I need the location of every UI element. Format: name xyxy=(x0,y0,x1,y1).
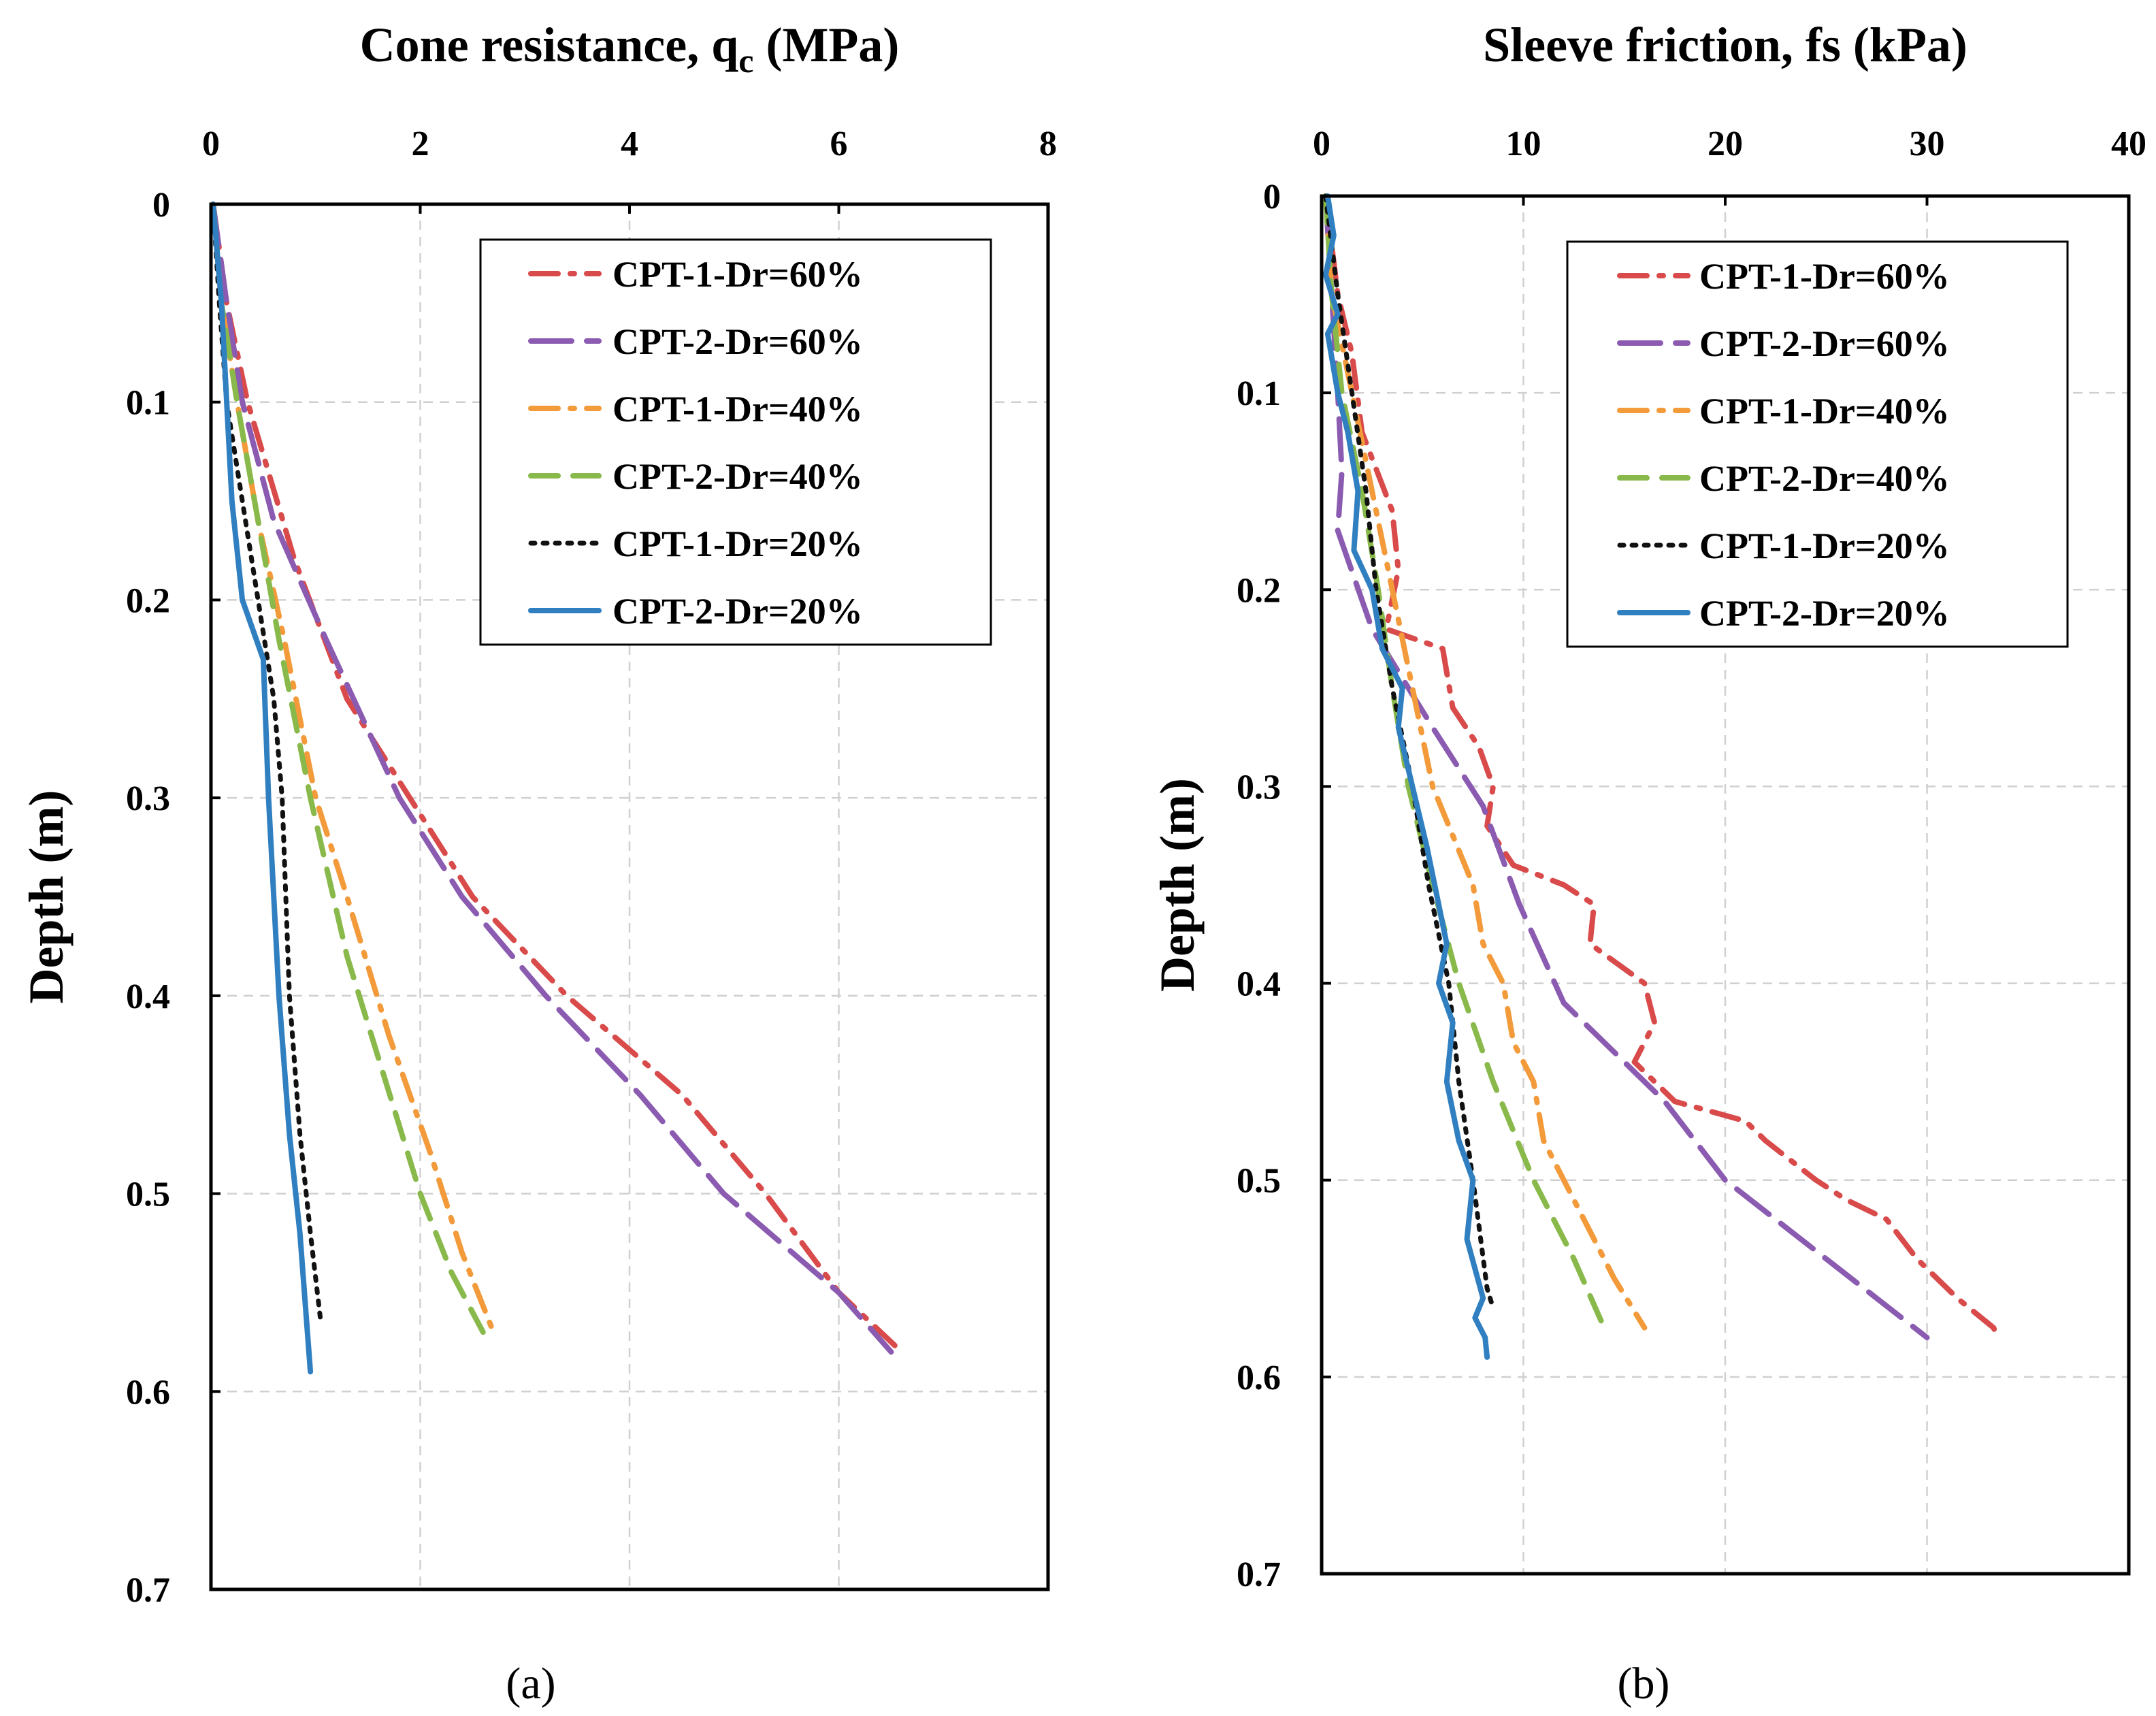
legend-label: CPT-2-Dr=20% xyxy=(612,591,863,632)
x-tick-label: 0 xyxy=(202,125,220,163)
series-line-CPT-2-Dr=40% xyxy=(1322,193,1607,1331)
y-axis-title: Depth (m) xyxy=(1150,778,1205,992)
x-axis-title: Cone resistance, qc (MPa) xyxy=(360,18,900,80)
x-tick-label: 10 xyxy=(1506,125,1541,163)
y-tick-label: 0.3 xyxy=(1237,768,1281,807)
legend: CPT-1-Dr=60% CPT-2-Dr=60% CPT-1-Dr=40% CPT-… xyxy=(1566,240,2069,648)
y-tick-label: 0 xyxy=(152,186,170,225)
legend-label: CPT-2-Dr=60% xyxy=(612,321,863,362)
series-line-CPT-1-Dr=60% xyxy=(210,201,904,1355)
panel-label: (a) xyxy=(506,1659,555,1709)
y-axis-title: Depth (m) xyxy=(19,790,74,1004)
legend: CPT-1-Dr=60% CPT-2-Dr=60% CPT-1-Dr=40% CPT-… xyxy=(479,238,992,646)
series-line-CPT-2-Dr=60% xyxy=(210,201,894,1355)
y-tick-label: 0.7 xyxy=(126,1571,170,1610)
legend-label: CPT-2-Dr=40% xyxy=(612,456,863,497)
x-tick-label: 0 xyxy=(1313,125,1330,163)
y-tick-label: 0.1 xyxy=(1237,374,1281,413)
legend-label: CPT-1-Dr=20% xyxy=(1699,525,1950,566)
x-tick-label: 8 xyxy=(1039,125,1057,163)
x-axis-title: Sleeve friction, fs (kPa) xyxy=(1483,18,1967,72)
chart-panel-2: 0 10 20 30 40 0 0.1 0.2 0.3 0.4 0.5 0.6 0.7 Sleeve fr… xyxy=(1150,18,2146,1709)
legend-box xyxy=(1566,240,2069,648)
y-tick-label: 0.1 xyxy=(126,384,170,423)
x-tick-label: 6 xyxy=(830,125,848,163)
y-tick-label: 0.4 xyxy=(1237,965,1281,1004)
legend-box xyxy=(479,238,992,646)
y-tick-label: 0.2 xyxy=(126,581,170,620)
x-axis-title-main: Sleeve friction, fs (kPa) xyxy=(1483,18,1967,72)
x-axis-title-main: Cone resistance, q xyxy=(360,18,739,72)
y-tick-label: 0.6 xyxy=(1237,1359,1281,1397)
y-tick-label: 0.7 xyxy=(1237,1555,1281,1594)
y-tick-label: 0 xyxy=(1263,178,1281,216)
y-tick-label: 0.5 xyxy=(126,1176,170,1214)
legend-label: CPT-1-Dr=60% xyxy=(612,254,863,295)
x-tick-label: 20 xyxy=(1708,125,1743,163)
y-tick-label: 0.2 xyxy=(1237,571,1281,610)
y-tick-label: 0.6 xyxy=(126,1373,170,1412)
series-line-CPT-2-Dr=20% xyxy=(1322,193,1490,1360)
legend-label: CPT-2-Dr=40% xyxy=(1699,458,1950,499)
legend-label: CPT-1-Dr=60% xyxy=(1699,256,1950,297)
y-tick-label: 0.3 xyxy=(126,779,170,818)
legend-label: CPT-1-Dr=40% xyxy=(612,389,863,430)
legend-label: CPT-1-Dr=20% xyxy=(612,523,863,564)
x-tick-label: 30 xyxy=(1910,125,1945,163)
series-line-CPT-1-Dr=40% xyxy=(1322,193,1648,1331)
y-tick-label: 0.4 xyxy=(126,977,170,1016)
series-line-CPT-2-Dr=20% xyxy=(210,201,314,1375)
x-tick-label: 2 xyxy=(412,125,429,163)
x-axis-title-subscript: c xyxy=(738,42,753,80)
series-line-CPT-1-Dr=60% xyxy=(1322,193,2001,1340)
panel-label: (b) xyxy=(1618,1659,1670,1709)
y-tick-label: 0.5 xyxy=(1237,1162,1281,1201)
legend-label: CPT-2-Dr=20% xyxy=(1699,593,1950,634)
series-line-CPT-2-Dr=40% xyxy=(210,201,486,1335)
chart-panel-1: 0 2 4 6 8 0 0.1 0.2 0.3 0.4 0.5 0.6 0.7 Cone resistan… xyxy=(19,18,1057,1709)
legend-label: CPT-2-Dr=60% xyxy=(1699,323,1950,364)
x-tick-label: 4 xyxy=(621,125,638,163)
x-axis-title-unit: (MPa) xyxy=(753,18,899,72)
x-tick-label: 40 xyxy=(2111,125,2146,163)
legend-label: CPT-1-Dr=40% xyxy=(1699,391,1950,432)
series-line-CPT-1-Dr=40% xyxy=(210,201,497,1335)
